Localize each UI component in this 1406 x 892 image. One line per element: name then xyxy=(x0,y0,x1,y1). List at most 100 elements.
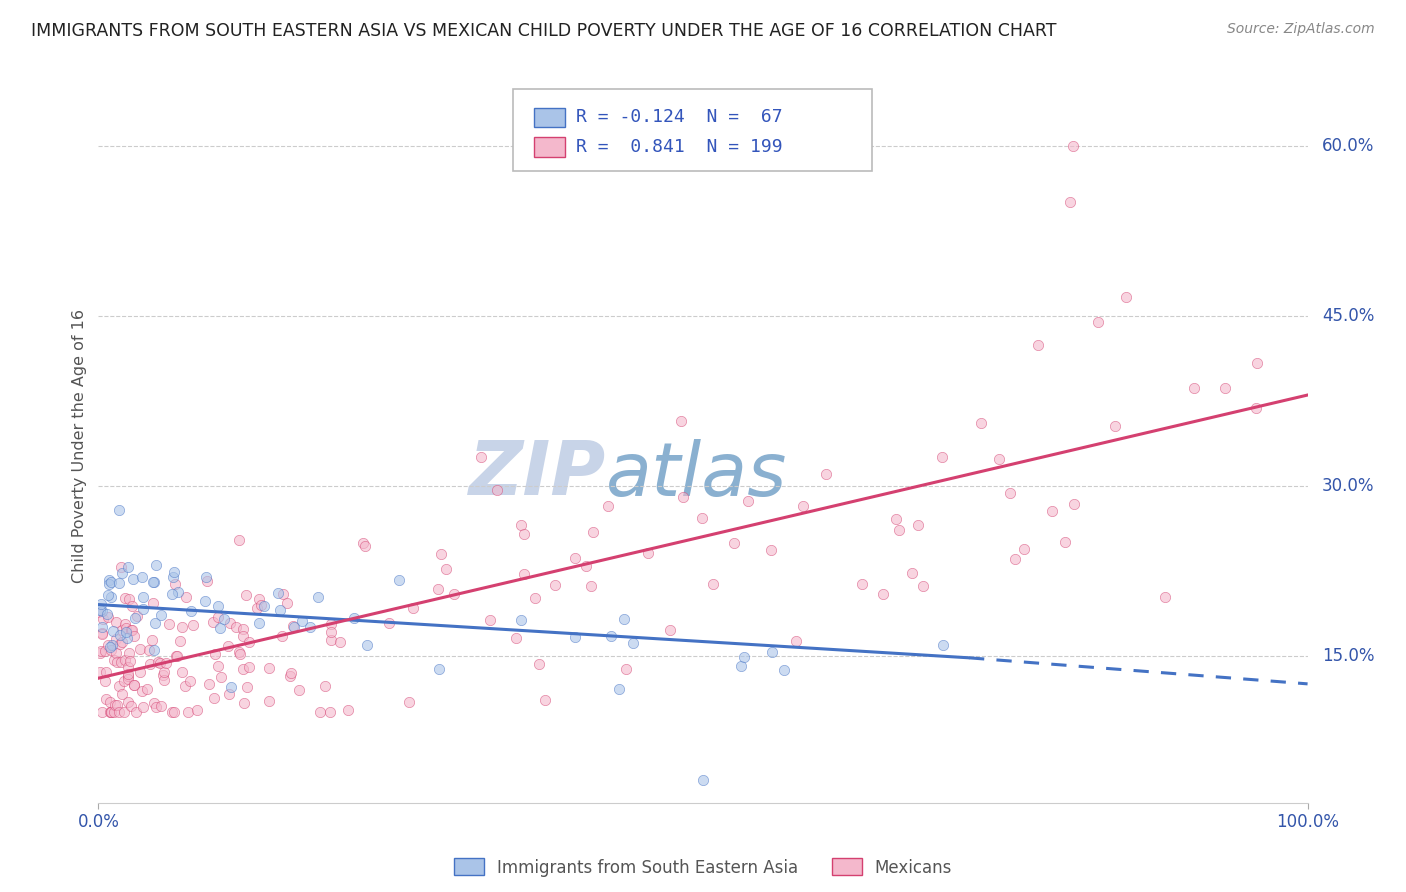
Point xyxy=(621,636,644,650)
Point xyxy=(91,620,114,634)
Point xyxy=(212,612,235,626)
Point xyxy=(112,705,135,719)
Text: R = -0.124  N =  67: R = -0.124 N = 67 xyxy=(576,109,783,127)
Point xyxy=(120,699,142,714)
Point xyxy=(884,511,907,525)
Point xyxy=(110,637,132,651)
Point xyxy=(101,639,124,653)
Point xyxy=(105,615,128,629)
Point xyxy=(524,591,547,605)
Point xyxy=(170,620,193,634)
Point xyxy=(115,621,138,635)
Point xyxy=(180,604,202,618)
Point xyxy=(125,608,148,623)
Point xyxy=(111,687,134,701)
Point xyxy=(124,611,146,625)
Point xyxy=(901,566,924,581)
Point xyxy=(122,629,145,643)
Point xyxy=(115,631,138,645)
Point xyxy=(309,705,332,719)
Point xyxy=(575,559,598,574)
Point xyxy=(1104,419,1126,434)
Point xyxy=(271,629,294,643)
Point xyxy=(101,624,124,638)
Point xyxy=(110,635,132,649)
Point xyxy=(225,620,247,634)
Point xyxy=(932,638,955,652)
Point xyxy=(201,615,224,630)
Point xyxy=(111,623,134,637)
Point xyxy=(761,644,783,658)
Point xyxy=(150,608,173,623)
Point xyxy=(176,705,198,719)
Point xyxy=(931,450,953,465)
Point xyxy=(91,611,114,625)
Point xyxy=(165,648,187,663)
Point xyxy=(318,705,340,719)
Point xyxy=(232,696,254,710)
Point xyxy=(142,575,165,590)
Point xyxy=(186,703,208,717)
Point xyxy=(96,607,118,621)
Point xyxy=(218,687,240,701)
Point xyxy=(89,602,111,616)
Point xyxy=(112,673,135,688)
Point xyxy=(103,653,125,667)
Point xyxy=(89,646,111,660)
Point xyxy=(91,604,114,618)
Point xyxy=(132,699,155,714)
Point xyxy=(105,632,128,647)
Point xyxy=(90,597,112,611)
Point xyxy=(352,536,374,550)
Point xyxy=(314,679,336,693)
Point xyxy=(658,623,681,637)
Text: atlas: atlas xyxy=(606,439,787,510)
Point xyxy=(599,629,621,643)
Point xyxy=(513,567,536,582)
Point xyxy=(398,695,420,709)
Point xyxy=(120,623,142,637)
Point xyxy=(434,562,457,576)
Point xyxy=(108,576,131,591)
Point xyxy=(872,587,894,601)
Point xyxy=(271,587,294,601)
Point xyxy=(152,673,174,687)
Point xyxy=(319,632,342,647)
Text: 60.0%: 60.0% xyxy=(1322,136,1375,155)
Point xyxy=(132,590,155,604)
Point xyxy=(118,654,141,668)
Point xyxy=(288,683,311,698)
Point xyxy=(207,658,229,673)
Point xyxy=(197,677,219,691)
Point xyxy=(378,615,401,630)
Point xyxy=(238,635,260,649)
Point xyxy=(90,644,112,658)
Point xyxy=(236,680,259,694)
Point xyxy=(247,616,270,631)
Point xyxy=(104,698,127,712)
Point xyxy=(100,643,122,657)
Point xyxy=(110,655,132,669)
Point xyxy=(105,698,128,713)
Point xyxy=(160,705,183,719)
Point xyxy=(470,450,492,464)
Point xyxy=(430,547,453,561)
Point xyxy=(607,681,630,696)
Point xyxy=(207,610,229,624)
Point xyxy=(114,591,136,605)
Point xyxy=(276,596,298,610)
Point xyxy=(257,693,280,707)
Point xyxy=(195,570,218,584)
Legend: Immigrants from South Eastern Asia, Mexicans: Immigrants from South Eastern Asia, Mexi… xyxy=(454,858,952,877)
Point xyxy=(153,665,176,679)
Point xyxy=(152,668,174,682)
Point xyxy=(97,638,120,652)
Point xyxy=(148,655,170,669)
Point xyxy=(194,594,217,608)
Point xyxy=(328,635,350,649)
Point xyxy=(1059,195,1081,210)
Point xyxy=(179,673,201,688)
Point xyxy=(207,599,229,613)
Point xyxy=(141,632,163,647)
Point xyxy=(166,648,188,663)
